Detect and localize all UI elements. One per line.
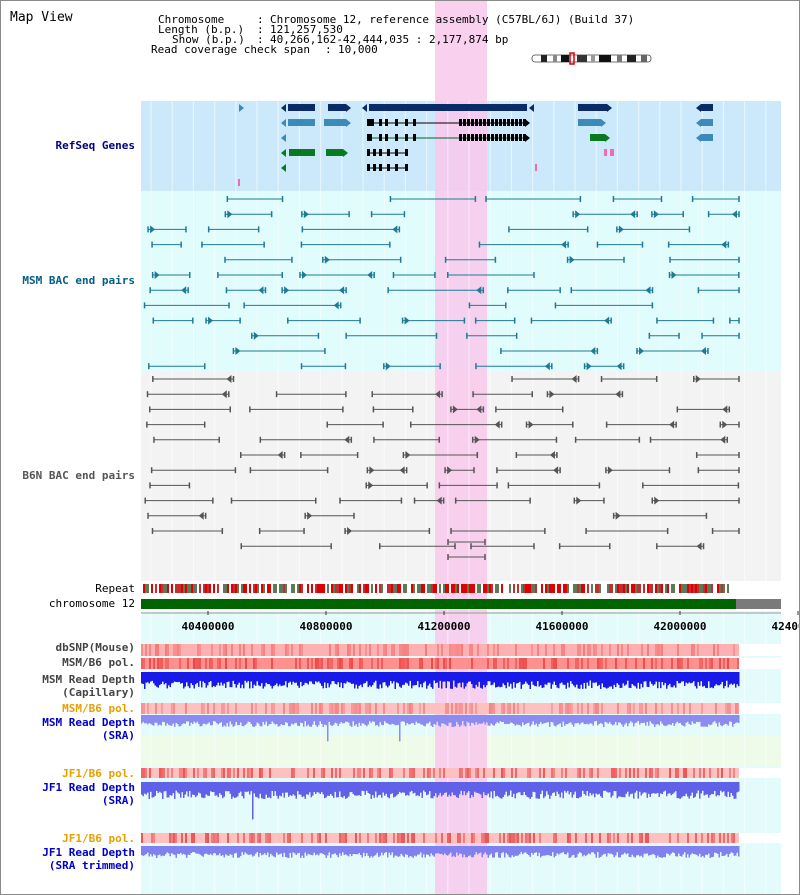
chromosome-track-label: chromosome 12 [48,597,135,610]
msm-depth-sra [141,715,740,742]
track-label-refseq[interactable]: RefSeq Genes [55,139,135,152]
ideogram-position-marker [569,52,575,65]
msm-pol-strip [141,658,781,669]
grid-lines [150,101,767,894]
label-msm-depth-cap-sub: (Capillary) [62,686,135,699]
msm-depth-capillary [141,672,740,689]
chromosome-label: Chromosome [158,13,225,26]
label-jf1-depth-sra-sub: (SRA) [101,794,135,807]
chromosome-value: Chromosome 12, reference assembly (C57BL… [270,13,635,26]
repeat-track [141,584,735,593]
coverage-sep: : [325,43,339,56]
axis-tick-label: 41600000 [536,620,589,633]
dbsnp-strip [141,644,781,656]
jf1-depth-sra-trimmed [141,846,740,858]
msm-bac-end-pairs [143,196,740,371]
label-msm-b6-pol[interactable]: MSM/B6 pol. [62,656,135,669]
label-msm-depth-sra[interactable]: MSM Read Depth [42,716,135,729]
axis-tick-label: 40400000 [182,620,235,633]
chromosome-sep: : [257,13,271,26]
chromosome-ideogram [531,52,652,65]
msm-pol-strip-2 [141,703,781,714]
length-label: Length (b.p.) [158,23,245,36]
label-msm-b6-pol-2[interactable]: MSM/B6 pol. [62,702,135,715]
axis-tick-label: 42000000 [654,620,707,633]
length-sep: : [257,23,271,36]
label-msm-depth-cap[interactable]: MSM Read Depth [42,673,135,686]
chromosome-bar [141,599,736,609]
b6n-bac-end-pairs [144,375,740,551]
coverage-value: 10,000 [338,43,378,56]
label-jf1-depth-trim-sub: (SRA trimmed) [48,859,135,872]
label-jf1-b6-pol[interactable]: JF1/B6 pol. [62,767,135,780]
axis-tick-label: 40800000 [300,620,353,633]
label-jf1-depth-sra[interactable]: JF1 Read Depth [42,781,135,794]
track-label-msm-bac[interactable]: MSM BAC end pairs [22,274,135,287]
label-jf1-depth-trim[interactable]: JF1 Read Depth [42,846,135,859]
length-value: 121,257,530 [270,23,343,36]
b6n-bac-extra-pairs [447,539,486,560]
chromosome-bar-end [736,599,781,609]
track-label-b6n-bac[interactable]: B6N BAC end pairs [22,469,135,482]
axis-tick-label: 42400000 [772,620,799,633]
coverage-label: Read coverage check span [151,43,310,56]
position-axis: 40400000 40800000 41200000 41600000 42000000… [141,611,799,633]
page-title: Map View [10,10,73,25]
jf1-depth-sra [141,782,740,820]
show-sep: : [257,33,271,46]
label-dbsnp[interactable]: dbSNP(Mouse) [55,641,135,654]
show-label: Show (b.p.) [172,33,245,46]
highlight-region [435,1,487,894]
label-jf1-b6-pol-2[interactable]: JF1/B6 pol. [62,832,135,845]
jf1-pol-strip-2 [141,833,781,843]
label-msm-depth-sra-sub: (SRA) [101,729,135,742]
repeat-label: Repeat [95,582,135,595]
axis-tick-label: 41200000 [418,620,471,633]
jf1-pol-strip [141,768,781,778]
show-value: 40,266,162-42,444,035 : 2,177,874 bp [270,33,509,46]
refseq-genes [238,104,713,186]
